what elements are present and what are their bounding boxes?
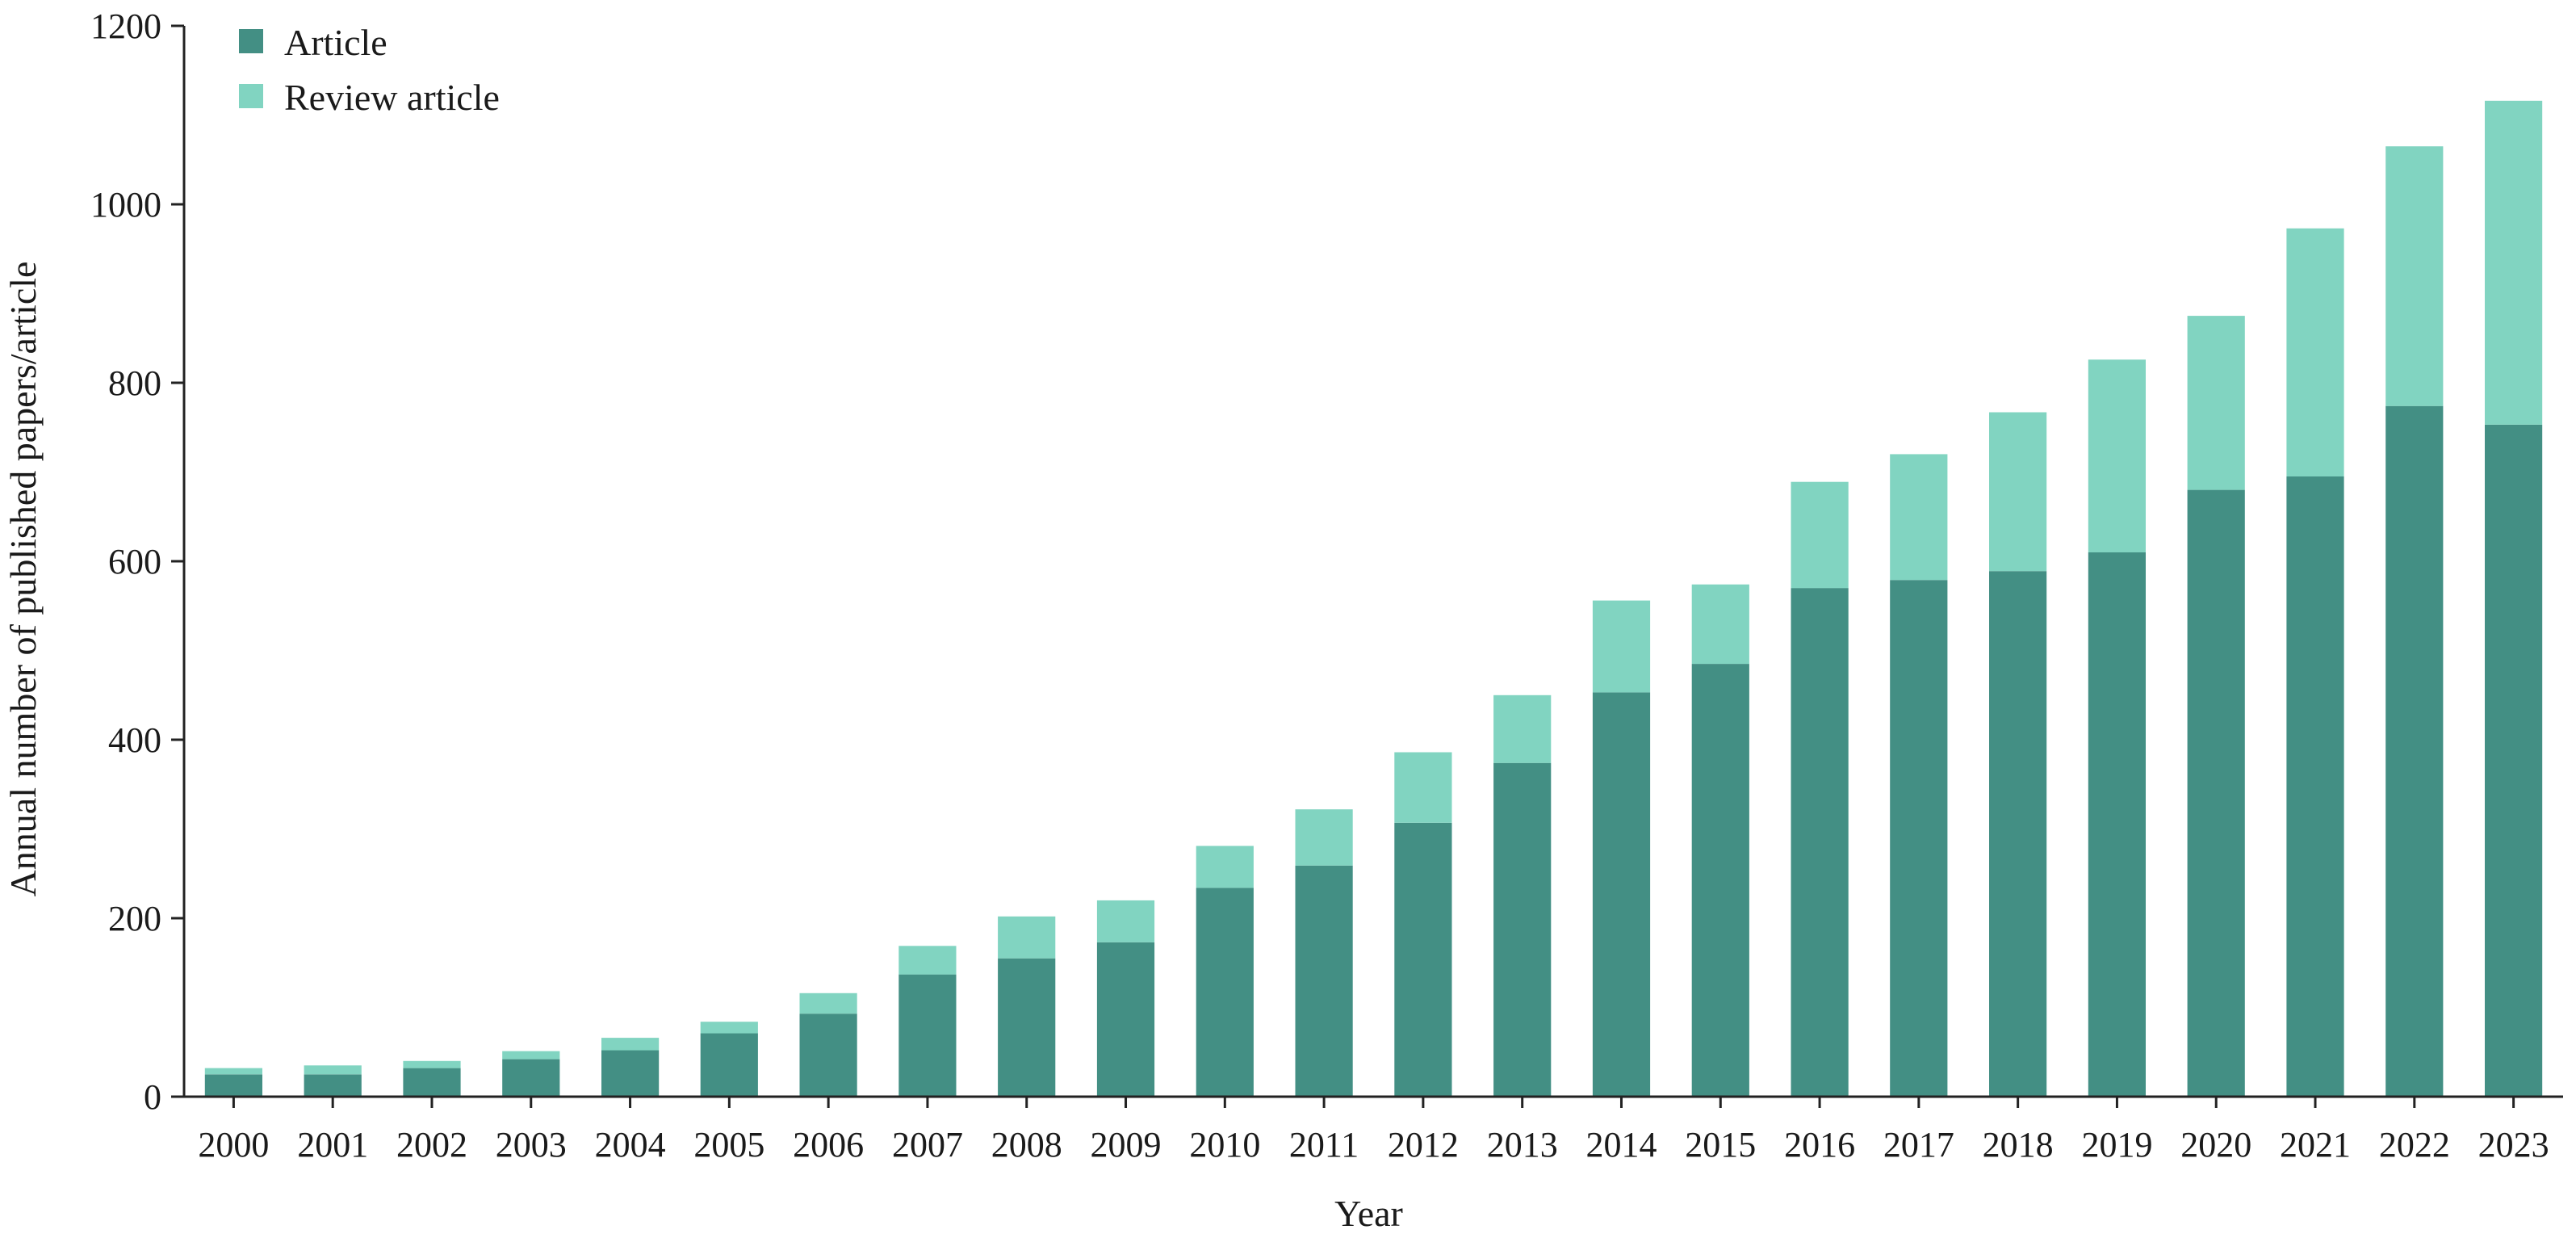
y-axis-title: Annual number of published papers/articl… <box>2 262 44 897</box>
y-tick-label-1200: 1200 <box>90 6 161 46</box>
bar-article-2011 <box>1295 865 1353 1097</box>
x-tick-label-2005: 2005 <box>693 1125 764 1165</box>
bar-article-2007 <box>898 974 957 1097</box>
legend-swatch-article <box>239 29 263 53</box>
x-tick-label-2000: 2000 <box>198 1125 269 1165</box>
bar-article-2012 <box>1394 822 1452 1097</box>
bar-review-article-2018 <box>1989 412 2047 572</box>
bar-review-article-2015 <box>1691 584 1749 664</box>
x-tick-label-2001: 2001 <box>297 1125 368 1165</box>
x-tick-label-2008: 2008 <box>991 1125 1062 1165</box>
bar-article-2010 <box>1196 888 1254 1097</box>
bar-article-2023 <box>2485 424 2543 1097</box>
bar-review-article-2014 <box>1592 600 1651 693</box>
bar-review-article-2023 <box>2485 100 2543 425</box>
x-tick-label-2004: 2004 <box>595 1125 666 1165</box>
x-tick-label-2009: 2009 <box>1091 1125 1162 1165</box>
bar-article-2020 <box>2187 489 2245 1097</box>
bar-article-2016 <box>1791 588 1849 1097</box>
legend-label-review-article: Review article <box>284 77 500 118</box>
bar-review-article-2002 <box>403 1060 461 1068</box>
legend-swatch-review-article <box>239 84 263 108</box>
x-tick-label-2020: 2020 <box>2180 1125 2251 1165</box>
x-tick-label-2022: 2022 <box>2379 1125 2450 1165</box>
x-tick-label-2016: 2016 <box>1784 1125 1855 1165</box>
bar-article-2017 <box>1890 580 1948 1097</box>
x-tick-label-2003: 2003 <box>496 1125 567 1165</box>
bar-review-article-2007 <box>898 946 957 975</box>
x-tick-label-2023: 2023 <box>2478 1125 2549 1165</box>
y-tick-label-200: 200 <box>108 899 161 938</box>
bar-review-article-2019 <box>2088 359 2146 552</box>
bar-article-2014 <box>1592 692 1651 1097</box>
x-tick-label-2018: 2018 <box>1983 1125 2054 1165</box>
x-tick-label-2019: 2019 <box>2081 1125 2152 1165</box>
bar-article-2021 <box>2286 476 2344 1097</box>
y-tick-label-800: 800 <box>108 363 161 403</box>
y-tick-label-400: 400 <box>108 720 161 760</box>
x-tick-label-2011: 2011 <box>1289 1125 1359 1165</box>
bars-layer <box>204 100 2543 1097</box>
bar-article-2009 <box>1096 942 1155 1097</box>
y-tick-label-1000: 1000 <box>90 185 161 225</box>
bar-review-article-2011 <box>1295 809 1353 866</box>
bar-review-article-2016 <box>1791 481 1849 589</box>
y-tick-label-0: 0 <box>144 1077 161 1117</box>
bar-review-article-2004 <box>601 1038 660 1051</box>
bar-article-2000 <box>204 1074 262 1097</box>
x-tick-label-2021: 2021 <box>2280 1125 2351 1165</box>
bar-review-article-2000 <box>204 1068 262 1075</box>
bar-review-article-2006 <box>799 992 857 1014</box>
bar-review-article-2022 <box>2385 146 2444 406</box>
bar-article-2002 <box>403 1068 461 1097</box>
x-tick-label-2007: 2007 <box>892 1125 963 1165</box>
x-axis-title: Year <box>1334 1193 1403 1234</box>
bar-review-article-2017 <box>1890 454 1948 581</box>
bar-article-2022 <box>2385 405 2444 1097</box>
bar-article-2004 <box>601 1050 660 1097</box>
y-axis-ticks: 0 200 400 600 800 1000 1200 <box>90 6 184 1117</box>
bar-article-2019 <box>2088 552 2146 1097</box>
x-tick-label-2006: 2006 <box>793 1125 864 1165</box>
x-tick-label-2012: 2012 <box>1388 1125 1459 1165</box>
bar-review-article-2003 <box>502 1051 560 1060</box>
bar-article-2005 <box>700 1033 758 1097</box>
bar-review-article-2020 <box>2187 316 2245 490</box>
bar-article-2018 <box>1989 571 2047 1097</box>
bar-review-article-2012 <box>1394 752 1452 823</box>
legend: Article Review article <box>239 22 500 118</box>
legend-label-article: Article <box>284 22 387 63</box>
bar-article-2008 <box>998 958 1056 1097</box>
bar-review-article-2001 <box>304 1065 362 1075</box>
x-tick-label-2013: 2013 <box>1487 1125 1558 1165</box>
x-tick-label-2002: 2002 <box>396 1125 467 1165</box>
bar-article-2001 <box>304 1074 362 1097</box>
x-tick-label-2015: 2015 <box>1685 1125 1756 1165</box>
x-tick-label-2010: 2010 <box>1189 1125 1260 1165</box>
bar-review-article-2013 <box>1493 695 1552 763</box>
bar-article-2006 <box>799 1013 857 1097</box>
x-tick-label-2014: 2014 <box>1585 1125 1657 1165</box>
bar-review-article-2021 <box>2286 228 2344 476</box>
bar-article-2015 <box>1691 664 1749 1097</box>
bar-review-article-2005 <box>700 1022 758 1034</box>
bar-review-article-2010 <box>1196 846 1254 888</box>
x-tick-label-2017: 2017 <box>1883 1125 1954 1165</box>
bar-review-article-2009 <box>1096 900 1155 942</box>
bar-article-2013 <box>1493 762 1552 1097</box>
bar-review-article-2008 <box>998 916 1056 959</box>
bar-article-2003 <box>502 1059 560 1097</box>
y-tick-label-600: 600 <box>108 542 161 581</box>
x-axis-ticks: 2000 2001 2002 2003 2004 2005 2006 2007 2008 2009… <box>198 1097 2549 1165</box>
